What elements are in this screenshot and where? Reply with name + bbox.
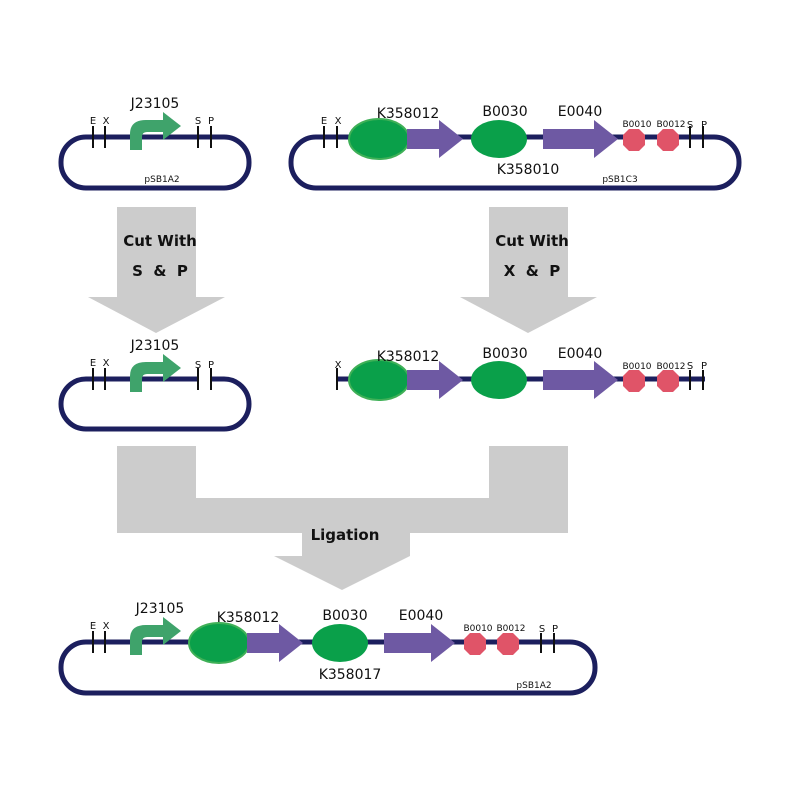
terminator-1-icon [623, 370, 645, 392]
vector-label: pSB1A2 [144, 175, 179, 185]
terminator-2-icon [657, 370, 679, 392]
terminator-2-icon [657, 129, 679, 151]
composite-label: K358010 [497, 162, 560, 178]
cut-insert-fragment: X S P K358012 B0030 E0040 B0010 B0012 [335, 346, 707, 401]
site-e-label: E [321, 116, 327, 127]
rbs-part [471, 361, 527, 399]
site-x-label: X [103, 116, 110, 127]
gfp-label: E0040 [558, 346, 602, 362]
site-s-label: S [539, 624, 545, 635]
right-cut-arrow [460, 207, 597, 333]
site-s-label: S [195, 116, 201, 127]
terminator-1-label: B0010 [622, 120, 651, 130]
plasmid-psb1c3-top: E X S P K358012 B0030 E0040 B0010 B0012 … [288, 104, 742, 191]
site-s-label: S [687, 361, 693, 372]
site-s-label: S [687, 120, 693, 131]
ligation-label: Ligation [311, 526, 380, 544]
terminator-2-label: B0012 [656, 120, 685, 130]
vector-label: pSB1C3 [602, 175, 637, 185]
promoter-icon [130, 354, 181, 392]
site-e-label: E [90, 358, 96, 369]
cut-plasmid-psb1a2: E X S P J23105 [58, 338, 252, 432]
site-x-label: X [335, 360, 342, 371]
left-cut-label-1: Cut With [123, 232, 197, 250]
cds-arrow-1 [247, 624, 303, 662]
rbs-label: B0030 [482, 346, 527, 362]
ligation-arrow [117, 446, 568, 590]
cds-arrow-1 [407, 361, 463, 399]
rbs-reporter-part [348, 118, 410, 160]
cds-arrow-1 [407, 120, 463, 158]
site-p-label: P [208, 116, 214, 127]
terminator-1-label: B0010 [622, 362, 651, 372]
site-p-label: P [701, 120, 707, 131]
ligated-plasmid: E X S P J23105 K358012 B0030 E0040 B0010… [58, 601, 598, 696]
rbs-label: B0030 [482, 104, 527, 120]
terminator-1-icon [464, 633, 486, 655]
promoter-label: J23105 [130, 96, 180, 112]
terminator-2-label: B0012 [656, 362, 685, 372]
rbs-label: B0030 [322, 608, 367, 624]
site-e-label: E [90, 621, 96, 632]
site-p-label: P [552, 624, 558, 635]
rbs-reporter-label: K358012 [377, 106, 440, 122]
gfp-cds-arrow [543, 120, 618, 158]
promoter-icon [130, 617, 181, 655]
promoter-label: J23105 [130, 338, 180, 354]
composite-label: K358017 [319, 667, 382, 683]
right-cut-label-1: Cut With [495, 232, 569, 250]
rbs-part [471, 120, 527, 158]
rbs-part [312, 624, 368, 662]
right-cut-label-2: X & P [504, 262, 561, 280]
gfp-cds-arrow [384, 624, 455, 662]
promoter-icon [130, 112, 181, 150]
site-p-label: P [208, 360, 214, 371]
gfp-cds-arrow [543, 361, 618, 399]
plasmid-psb1a2-top: E X S P J23105 pSB1A2 [58, 96, 252, 191]
rbs-reporter-label: K358012 [217, 610, 280, 626]
site-e-label: E [90, 116, 96, 127]
promoter-label: J23105 [135, 601, 185, 617]
left-cut-arrow [88, 207, 225, 333]
gfp-label: E0040 [399, 608, 443, 624]
gfp-label: E0040 [558, 104, 602, 120]
terminator-1-label: B0010 [463, 624, 492, 634]
terminator-2-label: B0012 [496, 624, 525, 634]
site-s-label: S [195, 360, 201, 371]
left-cut-label-2: S & P [132, 262, 188, 280]
site-x-label: X [103, 358, 110, 369]
site-x-label: X [335, 116, 342, 127]
rbs-reporter-label: K358012 [377, 349, 440, 365]
vector-label: pSB1A2 [516, 681, 551, 691]
rbs-reporter-part [348, 359, 410, 401]
terminator-2-icon [497, 633, 519, 655]
site-x-label: X [103, 621, 110, 632]
site-p-label: P [701, 361, 707, 372]
terminator-1-icon [623, 129, 645, 151]
rbs-reporter-part [188, 622, 250, 664]
